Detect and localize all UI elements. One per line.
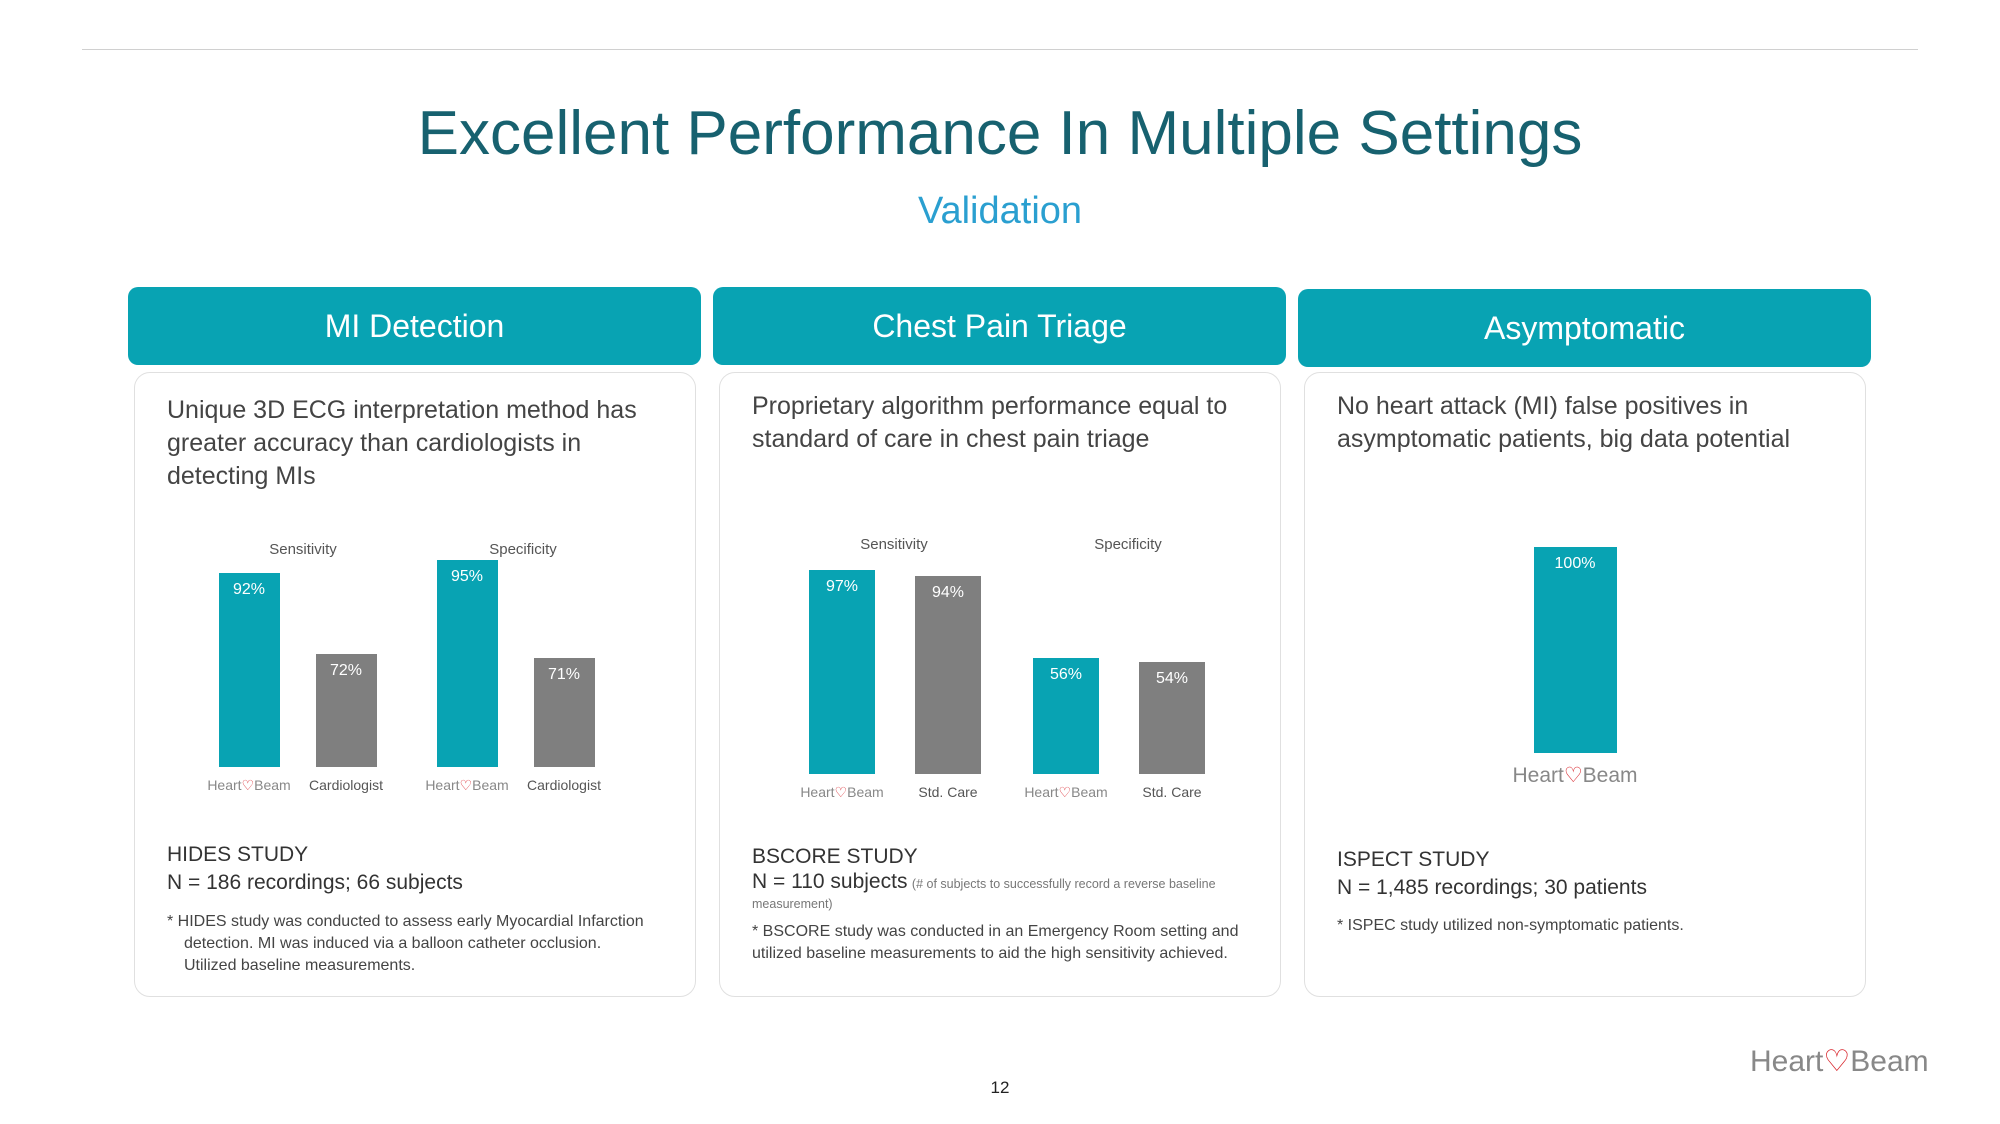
chart-category-label: Heart♡Beam [184, 777, 314, 794]
card-lead-text: Proprietary algorithm performance equal … [752, 392, 1228, 453]
header-mi-detection: MI Detection [128, 287, 701, 365]
bar-value-label: 92% [232, 580, 266, 598]
study-name: HIDES STUDY [167, 843, 309, 866]
chart-bar: 54% [1139, 662, 1205, 774]
bar-value-label: 71% [547, 665, 581, 683]
page-title: Excellent Performance In Multiple Settin… [417, 99, 1583, 168]
bar-value-label: 94% [931, 584, 965, 602]
chart-category-label: Heart♡Beam [1510, 763, 1640, 788]
page-subtitle: Validation [917, 190, 1083, 232]
bar-value-label: 54% [1155, 670, 1189, 688]
bar-value-label: 95% [450, 568, 484, 586]
study-n-footnote: (# of subjects to successfully record a … [752, 877, 1216, 911]
logo-text-right: Beam [847, 784, 884, 800]
chart-bar: 72% [315, 653, 377, 767]
chart-bar: 92% [218, 572, 280, 767]
study-n: N = 186 recordings; 66 subjects [167, 871, 463, 894]
chart-category-label: Cardiologist [309, 777, 383, 793]
chart-bar: 56% [1033, 657, 1099, 774]
heart-wifi-icon: ♡ [834, 784, 848, 800]
chart-group-label: Sensitivity [269, 541, 337, 558]
logo-text-left: Heart [1024, 784, 1059, 800]
heart-wifi-icon: ♡ [1058, 784, 1072, 800]
logo-text-right: Beam [1071, 784, 1108, 800]
chart-bar: 97% [809, 569, 875, 774]
heart-wifi-icon: ♡ [1823, 1045, 1851, 1078]
page-number: 12 [990, 1078, 1010, 1097]
heartbeam-logo: Heart♡Beam [1750, 1044, 1929, 1079]
chart-group-label: Specificity [1094, 536, 1162, 553]
top-divider [82, 49, 1918, 50]
card-lead-text: No heart attack (MI) false positives in … [1337, 392, 1791, 453]
study-n: N = 110 subjects [752, 870, 908, 893]
bar-value-label: 100% [1554, 555, 1596, 572]
header-chest-pain-triage: Chest Pain Triage [713, 287, 1286, 365]
study-n: N = 1,485 recordings; 30 patients [1337, 876, 1647, 899]
logo-text-right: Beam [1850, 1045, 1929, 1078]
chart-group-label: Specificity [489, 541, 557, 558]
chart-category-label: Heart♡Beam [777, 784, 907, 801]
bar-value-label: 97% [825, 577, 859, 595]
header-asymptomatic: Asymptomatic [1298, 289, 1871, 367]
chart-category-label: Heart♡Beam [402, 777, 532, 794]
chart-category-label: Std. Care [918, 784, 978, 800]
logo-text-left: Heart [800, 784, 835, 800]
study-note: * BSCORE study was conducted in an Emerg… [752, 923, 1239, 962]
heart-wifi-icon: ♡ [459, 777, 473, 793]
chart-bar: 95% [436, 560, 498, 767]
study-name: ISPECT STUDY [1337, 848, 1490, 871]
chart-bar: 100% [1533, 547, 1617, 753]
bar-value-label: 56% [1049, 665, 1083, 683]
chart-bar: 94% [915, 576, 981, 774]
chart-category-label: Cardiologist [527, 777, 601, 793]
chart-category-label: Heart♡Beam [1001, 784, 1131, 801]
logo-text-left: Heart [1750, 1045, 1824, 1078]
bar-value-label: 72% [329, 661, 363, 679]
study-note: * HIDES study was conducted to assess ea… [167, 913, 644, 974]
heart-wifi-icon: ♡ [241, 777, 255, 793]
card-lead-text: Unique 3D ECG interpretation method has … [167, 396, 637, 490]
logo-text-left: Heart [425, 777, 460, 793]
logo-text-right: Beam [472, 777, 509, 793]
logo-text-right: Beam [254, 777, 291, 793]
study-name: BSCORE STUDY [752, 845, 918, 868]
chart-category-label: Std. Care [1142, 784, 1202, 800]
study-note: * ISPEC study utilized non-symptomatic p… [1337, 917, 1684, 934]
logo-text-right: Beam [1582, 764, 1638, 787]
chart-group-label: Sensitivity [860, 536, 928, 553]
chart-bar: 71% [533, 657, 595, 767]
logo-text-left: Heart [1512, 764, 1564, 787]
study-n-line: N = 110 subjects (# of subjects to succe… [752, 870, 1252, 914]
logo-text-left: Heart [207, 777, 242, 793]
heart-wifi-icon: ♡ [1563, 764, 1583, 787]
